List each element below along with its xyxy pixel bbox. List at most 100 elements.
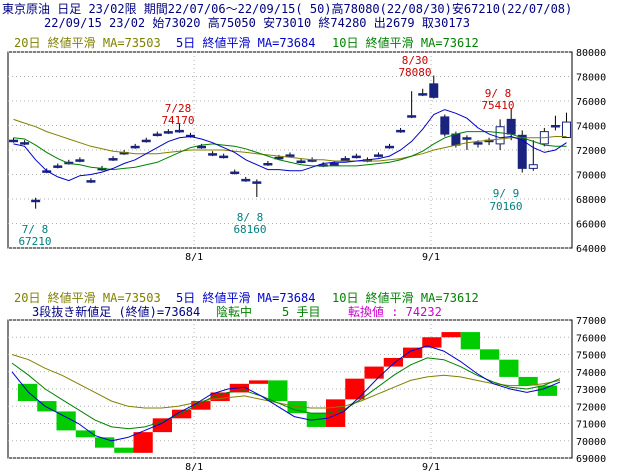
candle-body: [285, 154, 295, 157]
y-tick-label: 66000: [576, 220, 606, 231]
new-price-brick: [537, 385, 557, 396]
candle-body: [506, 118, 516, 135]
candle-body: [329, 162, 339, 166]
candle-body: [208, 153, 218, 156]
new-price-brick: [18, 383, 38, 402]
candle-body: [495, 126, 505, 145]
y-tick-label: 68000: [576, 195, 606, 206]
new-price-brick: [499, 359, 519, 377]
annotation-date: 7/28: [165, 102, 192, 115]
ma20-line: [11, 354, 561, 409]
candle-body: [53, 165, 63, 168]
y-tick-label: 76000: [576, 333, 606, 344]
x-tick-label: 8/1: [185, 252, 203, 263]
annotation-date: 8/ 8: [237, 211, 264, 224]
candle-body: [152, 133, 162, 137]
annotation-value: 74170: [161, 114, 194, 127]
new-price-brick: [306, 413, 326, 427]
x-tick-label: 9/1: [422, 252, 440, 263]
candle-body: [141, 139, 151, 143]
y-tick-label: 74000: [576, 368, 606, 379]
candle-body: [263, 162, 273, 166]
candle-body: [241, 178, 251, 182]
candle-body: [130, 145, 140, 149]
candle-body: [163, 131, 173, 134]
candle-body: [86, 180, 96, 183]
y-tick-label: 74000: [576, 122, 606, 133]
subtitle-part: 陰転中: [216, 304, 252, 319]
y-tick-label: 71000: [576, 420, 606, 431]
new-price-bar-panel: 69000 70000 71000 72000 73000 74000 75000 76000…: [7, 290, 606, 473]
candle-body: [451, 133, 461, 146]
ma5-line: [13, 109, 567, 182]
y-tick-label: 64000: [576, 244, 606, 255]
y-tick-label: 75000: [576, 351, 606, 362]
x-tick-label: 9/1: [422, 462, 440, 473]
y-tick-label: 77000: [576, 316, 606, 327]
annotation-date: 7/ 8: [22, 223, 49, 236]
candle-body: [373, 154, 383, 157]
y-tick-label: 80000: [576, 48, 606, 59]
new-price-brick: [210, 392, 230, 402]
plot-frame: [7, 51, 573, 249]
legend-entry: 20日 終値平滑 MA=73503: [14, 290, 161, 305]
new-price-brick: [345, 378, 365, 400]
candle-body: [351, 155, 361, 159]
y-tick-label: 76000: [576, 97, 606, 108]
candle-body: [296, 160, 306, 164]
candle-body: [385, 145, 395, 149]
new-price-brick: [114, 447, 134, 453]
annotation-date: 9/ 9: [493, 187, 520, 200]
new-price-brick: [191, 401, 211, 410]
candle-body: [429, 83, 439, 98]
x-tick-label: 8/1: [185, 462, 203, 473]
y-tick-label: 70000: [576, 171, 606, 182]
new-price-brick: [518, 376, 538, 386]
ma5-line: [11, 345, 561, 442]
candle-body: [528, 164, 538, 169]
ma10-line: [11, 357, 561, 430]
ma10-line: [13, 131, 567, 171]
legend-entry: 20日 終値平滑 MA=73503: [14, 35, 161, 50]
candle-body: [550, 125, 560, 128]
candle-body: [517, 134, 527, 169]
new-price-brick: [268, 380, 288, 402]
candle-body: [20, 142, 30, 145]
annotation-value: 70160: [489, 200, 522, 213]
candlestick-panel: 64000 66000 68000 70000 72000 74000 76000 78000…: [7, 35, 606, 263]
annotation-value: 75410: [481, 99, 514, 112]
candle-body: [407, 115, 417, 118]
candle-body: [108, 158, 118, 161]
subtitle-part: 5 手目: [282, 305, 320, 319]
y-tick-label: 73000: [576, 385, 606, 396]
new-price-brick: [364, 366, 384, 379]
new-price-brick: [383, 357, 403, 367]
candle-body: [75, 159, 85, 162]
candle-body: [9, 139, 19, 143]
candle-body: [230, 171, 240, 175]
candle-body: [418, 93, 428, 96]
new-price-brick: [75, 430, 95, 438]
ma20-line: [13, 118, 567, 162]
annotation-value: 78080: [398, 66, 431, 79]
new-price-brick: [152, 418, 172, 433]
new-price-brick: [133, 432, 153, 453]
candle-body: [473, 142, 483, 145]
legend-entry: 10日 終値平滑 MA=73612: [332, 290, 479, 305]
candle-body: [252, 181, 262, 184]
new-price-brick: [287, 401, 307, 414]
chart-header-line2: 22/09/15 23/02 始73020 高75050 安73010 終742…: [44, 16, 471, 30]
candle-body: [462, 137, 472, 140]
annotation-date: 8/30: [402, 54, 429, 67]
candle-body: [561, 121, 571, 139]
candle-body: [219, 155, 229, 159]
new-price-brick: [403, 347, 423, 358]
y-tick-label: 72000: [576, 146, 606, 157]
y-tick-label: 72000: [576, 402, 606, 413]
new-price-brick: [95, 437, 115, 448]
annotation-value: 68160: [233, 223, 266, 236]
chart-header-line1: 東京原油 日足 23/02限 期間22/07/06～22/09/15( 50)高…: [2, 2, 573, 16]
annotation-value: 67210: [18, 235, 51, 248]
y-tick-label: 69000: [576, 454, 606, 465]
